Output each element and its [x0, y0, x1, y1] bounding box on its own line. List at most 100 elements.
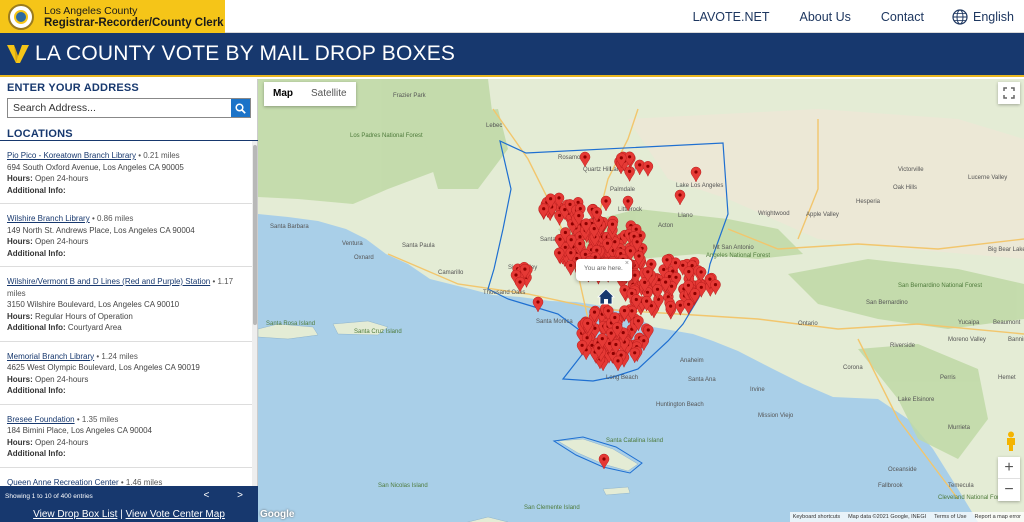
- drop-box-marker-icon[interactable]: [610, 339, 622, 356]
- drop-box-marker-icon[interactable]: [634, 159, 645, 176]
- drop-box-marker-icon[interactable]: [675, 300, 686, 316]
- terms-of-use-link[interactable]: Terms of Use: [934, 514, 967, 520]
- view-vote-center-map-link[interactable]: View Vote Center Map: [125, 509, 225, 520]
- keyboard-shortcuts-link[interactable]: Keyboard shortcuts: [792, 514, 841, 520]
- next-page-button[interactable]: >: [237, 490, 243, 501]
- drop-box-marker-icon[interactable]: [532, 296, 544, 313]
- county-brand[interactable]: Los Angeles County Registrar-Recorder/Co…: [0, 0, 225, 33]
- hours-label: Hours:: [7, 174, 33, 183]
- location-name-link[interactable]: Bresee Foundation: [7, 414, 75, 424]
- drop-box-marker-icon[interactable]: [579, 151, 591, 168]
- drop-box-marker-icon[interactable]: [622, 195, 634, 212]
- drop-box-marker-icon[interactable]: [619, 284, 630, 301]
- map-label: Thousand Oaks: [483, 290, 525, 296]
- drop-box-marker-icon[interactable]: [695, 266, 707, 283]
- map-attribution: Keyboard shortcuts Map data ©2021 Google…: [789, 512, 1024, 522]
- drop-box-marker-icon[interactable]: [689, 288, 701, 305]
- drop-box-marker-icon[interactable]: [580, 218, 592, 235]
- drop-box-marker-icon[interactable]: [588, 223, 600, 240]
- drop-box-marker-icon[interactable]: [612, 355, 624, 372]
- search-button[interactable]: [231, 99, 250, 117]
- location-name-link[interactable]: Memorial Branch Library: [7, 351, 95, 361]
- drop-box-marker-icon[interactable]: [538, 203, 549, 220]
- drop-box-marker-icon[interactable]: [553, 192, 565, 209]
- drop-box-markers[interactable]: [510, 151, 721, 470]
- drop-box-marker-icon[interactable]: [591, 206, 603, 223]
- zoom-out-button[interactable]: −: [1004, 481, 1014, 498]
- drop-box-marker-icon[interactable]: [643, 324, 654, 341]
- drop-box-marker-icon[interactable]: [665, 300, 676, 317]
- drop-box-marker-icon[interactable]: [624, 151, 635, 168]
- nav-contact[interactable]: Contact: [880, 9, 924, 24]
- drop-box-marker-icon[interactable]: [600, 195, 612, 212]
- location-address: 694 South Oxford Avenue, Los Angeles CA …: [7, 162, 184, 172]
- drop-box-marker-icon[interactable]: [631, 236, 643, 253]
- drop-box-marker-icon[interactable]: [545, 193, 556, 210]
- view-drop-box-list-link[interactable]: View Drop Box List: [33, 509, 118, 520]
- drop-box-marker-icon[interactable]: [565, 234, 577, 251]
- title-bar: LA COUNTY VOTE BY MAIL DROP BOXES: [0, 33, 1024, 77]
- drop-box-marker-icon[interactable]: [574, 238, 586, 255]
- drop-box-marker-icon[interactable]: [629, 270, 641, 286]
- drop-box-marker-icon[interactable]: [514, 276, 526, 293]
- drop-box-marker-icon[interactable]: [670, 257, 681, 274]
- drop-box-marker-icon[interactable]: [641, 295, 652, 312]
- drop-box-marker-icon[interactable]: [625, 245, 636, 262]
- map-canvas[interactable]: LebecLancasterPalmdaleLake Los AngelesLi…: [258, 79, 1024, 522]
- language-selector[interactable]: English: [952, 8, 1014, 25]
- drop-box-marker-icon[interactable]: [683, 266, 695, 283]
- drop-box-marker-icon[interactable]: [661, 254, 673, 271]
- drop-box-marker-icon[interactable]: [598, 453, 610, 470]
- drop-box-marker-icon[interactable]: [576, 340, 588, 356]
- drop-box-marker-icon[interactable]: [683, 280, 694, 296]
- location-name-link[interactable]: Queen Anne Recreation Center: [7, 477, 119, 487]
- drop-box-marker-icon[interactable]: [683, 299, 694, 315]
- nav-lavote[interactable]: LAVOTE.NET: [692, 9, 770, 24]
- drop-box-marker-icon[interactable]: [607, 219, 618, 235]
- drop-box-marker-icon[interactable]: [674, 189, 686, 206]
- locations-list[interactable]: Pio Pico - Koreatown Branch Library • 0.…: [0, 141, 252, 486]
- drop-box-marker-icon[interactable]: [565, 260, 576, 277]
- drop-box-marker-icon[interactable]: [519, 263, 531, 280]
- drop-box-marker-icon[interactable]: [573, 210, 585, 227]
- location-name-link[interactable]: Wilshire Branch Library: [7, 214, 90, 223]
- drop-box-marker-icon[interactable]: [605, 327, 617, 344]
- map[interactable]: LebecLancasterPalmdaleLake Los AngelesLi…: [258, 79, 1024, 522]
- drop-box-marker-icon[interactable]: [629, 347, 640, 364]
- drop-box-marker-icon[interactable]: [582, 318, 593, 334]
- drop-box-marker-icon[interactable]: [589, 306, 600, 323]
- map-label: San Bernardino National Forest: [898, 283, 982, 289]
- drop-box-marker-icon[interactable]: [597, 333, 608, 350]
- report-map-error-link[interactable]: Report a map error: [974, 514, 1021, 520]
- drop-box-marker-icon[interactable]: [619, 305, 630, 322]
- drop-box-marker-icon[interactable]: [633, 315, 644, 332]
- map-type-map-button[interactable]: Map: [273, 88, 293, 99]
- popup-close-button[interactable]: ×: [624, 260, 629, 267]
- drop-box-marker-icon[interactable]: [633, 250, 645, 267]
- drop-box-marker-icon[interactable]: [642, 161, 654, 177]
- drop-box-marker-icon[interactable]: [660, 276, 671, 293]
- zoom-in-button[interactable]: +: [998, 457, 1020, 479]
- drop-box-marker-icon[interactable]: [616, 152, 627, 169]
- fullscreen-button[interactable]: [998, 82, 1020, 104]
- map-type-satellite-button[interactable]: Satellite: [311, 88, 347, 99]
- location-name-link[interactable]: Pio Pico - Koreatown Branch Library: [7, 151, 136, 160]
- address-search-input[interactable]: [8, 99, 231, 117]
- drop-box-marker-icon[interactable]: [553, 247, 565, 264]
- list-scrollbar-thumb[interactable]: [253, 145, 257, 325]
- drop-box-marker-icon[interactable]: [690, 166, 702, 183]
- nav-about-us[interactable]: About Us: [799, 9, 851, 24]
- drop-box-marker-icon[interactable]: [639, 277, 650, 294]
- drop-box-marker-icon[interactable]: [631, 294, 642, 311]
- map-label: Santa Monica: [536, 319, 573, 325]
- drop-box-marker-icon[interactable]: [612, 322, 623, 339]
- location-name-link[interactable]: Wilshire/Vermont B and D Lines (Red and …: [7, 277, 211, 286]
- drop-box-marker-icon[interactable]: [554, 234, 566, 250]
- drop-box-marker-icon[interactable]: [652, 284, 663, 300]
- prev-page-button[interactable]: <: [203, 490, 210, 501]
- drop-box-marker-icon[interactable]: [602, 238, 613, 254]
- drop-box-marker-icon[interactable]: [642, 266, 654, 283]
- drop-box-marker-icon[interactable]: [609, 312, 621, 329]
- street-view-pegman-icon[interactable]: [1004, 431, 1018, 451]
- drop-box-marker-icon[interactable]: [710, 279, 721, 296]
